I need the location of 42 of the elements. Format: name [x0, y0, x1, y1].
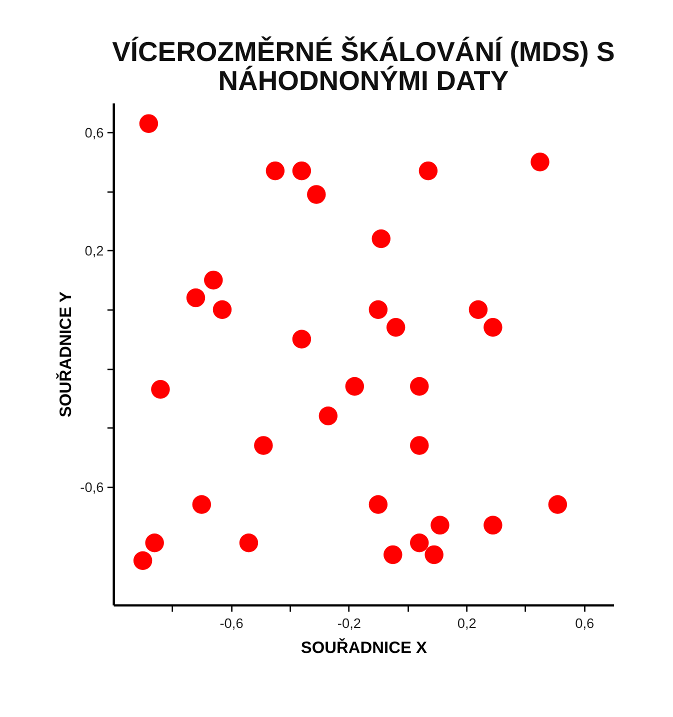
point: [133, 551, 152, 570]
point: [254, 436, 273, 455]
point: [307, 185, 326, 204]
point: [424, 545, 444, 564]
chart-title: VÍCEROZMĚRNÉ ŠKÁLOVÁNÍ (MDS) S NÁHODNONÝMI DATY: [112, 36, 615, 96]
y-tick-label: 0,2: [84, 244, 104, 259]
point: [345, 377, 364, 396]
point: [145, 534, 164, 552]
point: [484, 318, 502, 337]
point: [430, 516, 450, 535]
point: [372, 229, 390, 248]
y-tick-label: 0,6: [84, 125, 104, 140]
point: [410, 436, 429, 455]
x-tick-label: 0,6: [575, 616, 594, 632]
point: [468, 300, 488, 319]
point: [410, 534, 429, 552]
point: [484, 516, 502, 535]
point: [530, 152, 550, 172]
point: [292, 330, 312, 348]
point: [418, 161, 438, 180]
point: [386, 318, 406, 337]
point: [212, 300, 232, 319]
point: [548, 495, 568, 514]
point: [318, 406, 338, 426]
point: [204, 270, 223, 290]
point: [192, 495, 212, 514]
y-axis-title: SOUŘADNICE Y: [56, 291, 76, 418]
point: [368, 300, 388, 319]
x-tick-label: -0,2: [337, 616, 362, 632]
point: [266, 161, 285, 180]
point: [239, 534, 258, 552]
x-axis-title: SOUŘADNICE X: [300, 638, 427, 657]
point: [384, 545, 402, 564]
point: [139, 114, 158, 133]
point: [151, 380, 170, 399]
point: [292, 161, 312, 180]
point: [368, 495, 388, 514]
point: [186, 288, 206, 308]
x-tick-label: -0,6: [220, 616, 244, 632]
y-tick-label: -0,6: [80, 480, 104, 495]
point: [410, 377, 429, 396]
x-tick-label: 0,2: [457, 616, 476, 632]
